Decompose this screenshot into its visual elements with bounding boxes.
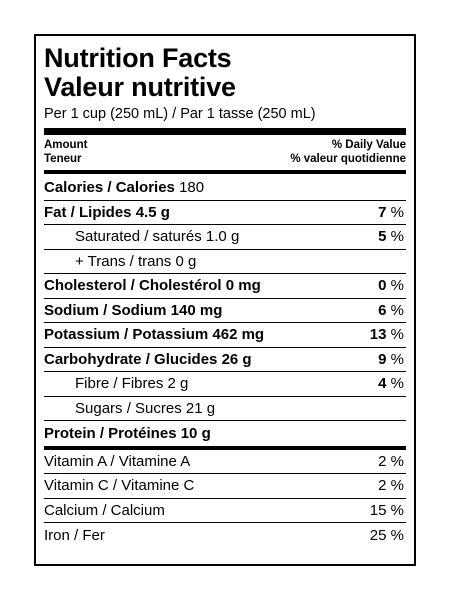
percent-sign: %: [390, 301, 404, 319]
daily-value: 25: [369, 526, 387, 544]
percent-sign: %: [390, 203, 404, 221]
percent-sign: %: [390, 375, 404, 393]
calories-row: Calories / Calories 180: [44, 176, 406, 201]
nutrient-amount: 26 g: [221, 350, 252, 368]
calories-value: 180: [179, 179, 205, 197]
nutrient-label: Fibre / Fibres: [75, 375, 164, 393]
daily-value: 15: [369, 501, 387, 519]
nutrient-label: Saturated / saturés: [75, 228, 202, 246]
amount-header-fr: Teneur: [44, 152, 82, 165]
serving-size: Per 1 cup (250 mL) / Par 1 tasse (250 mL…: [44, 106, 316, 122]
vitamin-label: Calcium / Calcium: [44, 501, 165, 519]
nutrient-amount: 21 g: [185, 399, 216, 417]
vitamin-c-row: Vitamin C / Vitamine C 2 %: [44, 474, 406, 499]
percent-sign: %: [390, 326, 404, 344]
daily-value: 4: [378, 375, 387, 393]
nutrient-label: Potassium / Potassium: [44, 326, 209, 344]
daily-value: 2: [378, 452, 387, 470]
fat-row: Fat / Lipides 4.5 g 7 %: [44, 201, 406, 225]
nutrient-amount: 10 g: [180, 424, 211, 442]
daily-value-header-fr: % valeur quotidienne: [290, 152, 406, 165]
amount-header: Amount Teneur: [44, 139, 87, 166]
daily-value: 9: [378, 350, 387, 368]
nutrient-label: + Trans / trans: [75, 252, 172, 270]
cholesterol-row: Cholesterol / Cholestérol 0 mg 0 %: [44, 274, 406, 299]
sodium-row: Sodium / Sodium 140 mg 6 %: [44, 299, 406, 323]
daily-value: 13: [369, 326, 387, 344]
carbohydrate-row: Carbohydrate / Glucides 26 g 9 %: [44, 348, 406, 372]
title-french: Valeur nutritive: [44, 72, 236, 102]
saturated-fat-row: Saturated / saturés 1.0 g 5 %: [44, 225, 406, 250]
nutrient-amount: 2 g: [167, 375, 189, 393]
percent-sign: %: [390, 277, 404, 295]
percent-sign: %: [390, 452, 404, 470]
daily-value-header-en: % Daily Value: [331, 139, 406, 151]
vitamin-label: Iron / Fer: [44, 526, 105, 544]
nutrient-amount: 0 g: [175, 252, 197, 270]
percent-sign: %: [390, 526, 404, 544]
potassium-row: Potassium / Potassium 462 mg 13 %: [44, 323, 406, 348]
vitamin-label: Vitamin A / Vitamine A: [44, 452, 191, 470]
nutrient-label: Sodium / Sodium: [44, 301, 167, 319]
nutrient-label: Protein / Protéines: [44, 424, 177, 442]
nutrient-amount: 0 mg: [225, 277, 261, 295]
daily-value-header: % Daily Value % valeur quotidienne: [290, 139, 406, 166]
daily-value: 7: [378, 203, 387, 221]
trans-fat-row: + Trans / trans 0 g: [44, 250, 406, 274]
nutrient-amount: 4.5 g: [135, 203, 170, 221]
calories-label: Calories / Calories: [44, 179, 175, 197]
medium-divider: [44, 170, 406, 174]
iron-row: Iron / Fer 25 %: [44, 523, 406, 548]
daily-value: 6: [378, 301, 387, 319]
title-english: Nutrition Facts: [44, 43, 232, 73]
nutrient-amount: 462 mg: [212, 326, 265, 344]
sugars-row: Sugars / Sucres 21 g: [44, 397, 406, 421]
nutrient-label: Cholesterol / Cholestérol: [44, 277, 222, 295]
percent-sign: %: [390, 477, 404, 495]
column-header: Amount Teneur % Daily Value % valeur quo…: [44, 135, 406, 170]
protein-row: Protein / Protéines 10 g: [44, 421, 406, 446]
percent-sign: %: [390, 228, 404, 246]
daily-value: 0: [378, 277, 387, 295]
percent-sign: %: [390, 501, 404, 519]
nutrient-label: Fat / Lipides: [44, 203, 132, 221]
nutrient-amount: 140 mg: [170, 301, 223, 319]
daily-value: 2: [378, 477, 387, 495]
medium-divider: [44, 445, 406, 450]
fibre-row: Fibre / Fibres 2 g 4 %: [44, 372, 406, 397]
percent-sign: %: [390, 350, 404, 368]
vitamin-a-row: Vitamin A / Vitamine A 2 %: [44, 450, 406, 474]
nutrient-amount: 1.0 g: [205, 228, 240, 246]
nutrition-facts-label: Nutrition Facts Valeur nutritive Per 1 c…: [34, 34, 416, 566]
daily-value: 5: [378, 228, 387, 246]
calcium-row: Calcium / Calcium 15 %: [44, 499, 406, 523]
vitamin-label: Vitamin C / Vitamine C: [44, 477, 195, 495]
amount-header-en: Amount: [44, 139, 88, 151]
nutrient-label: Sugars / Sucres: [75, 399, 182, 417]
nutrient-label: Carbohydrate / Glucides: [44, 350, 218, 368]
thick-divider: [44, 128, 406, 135]
